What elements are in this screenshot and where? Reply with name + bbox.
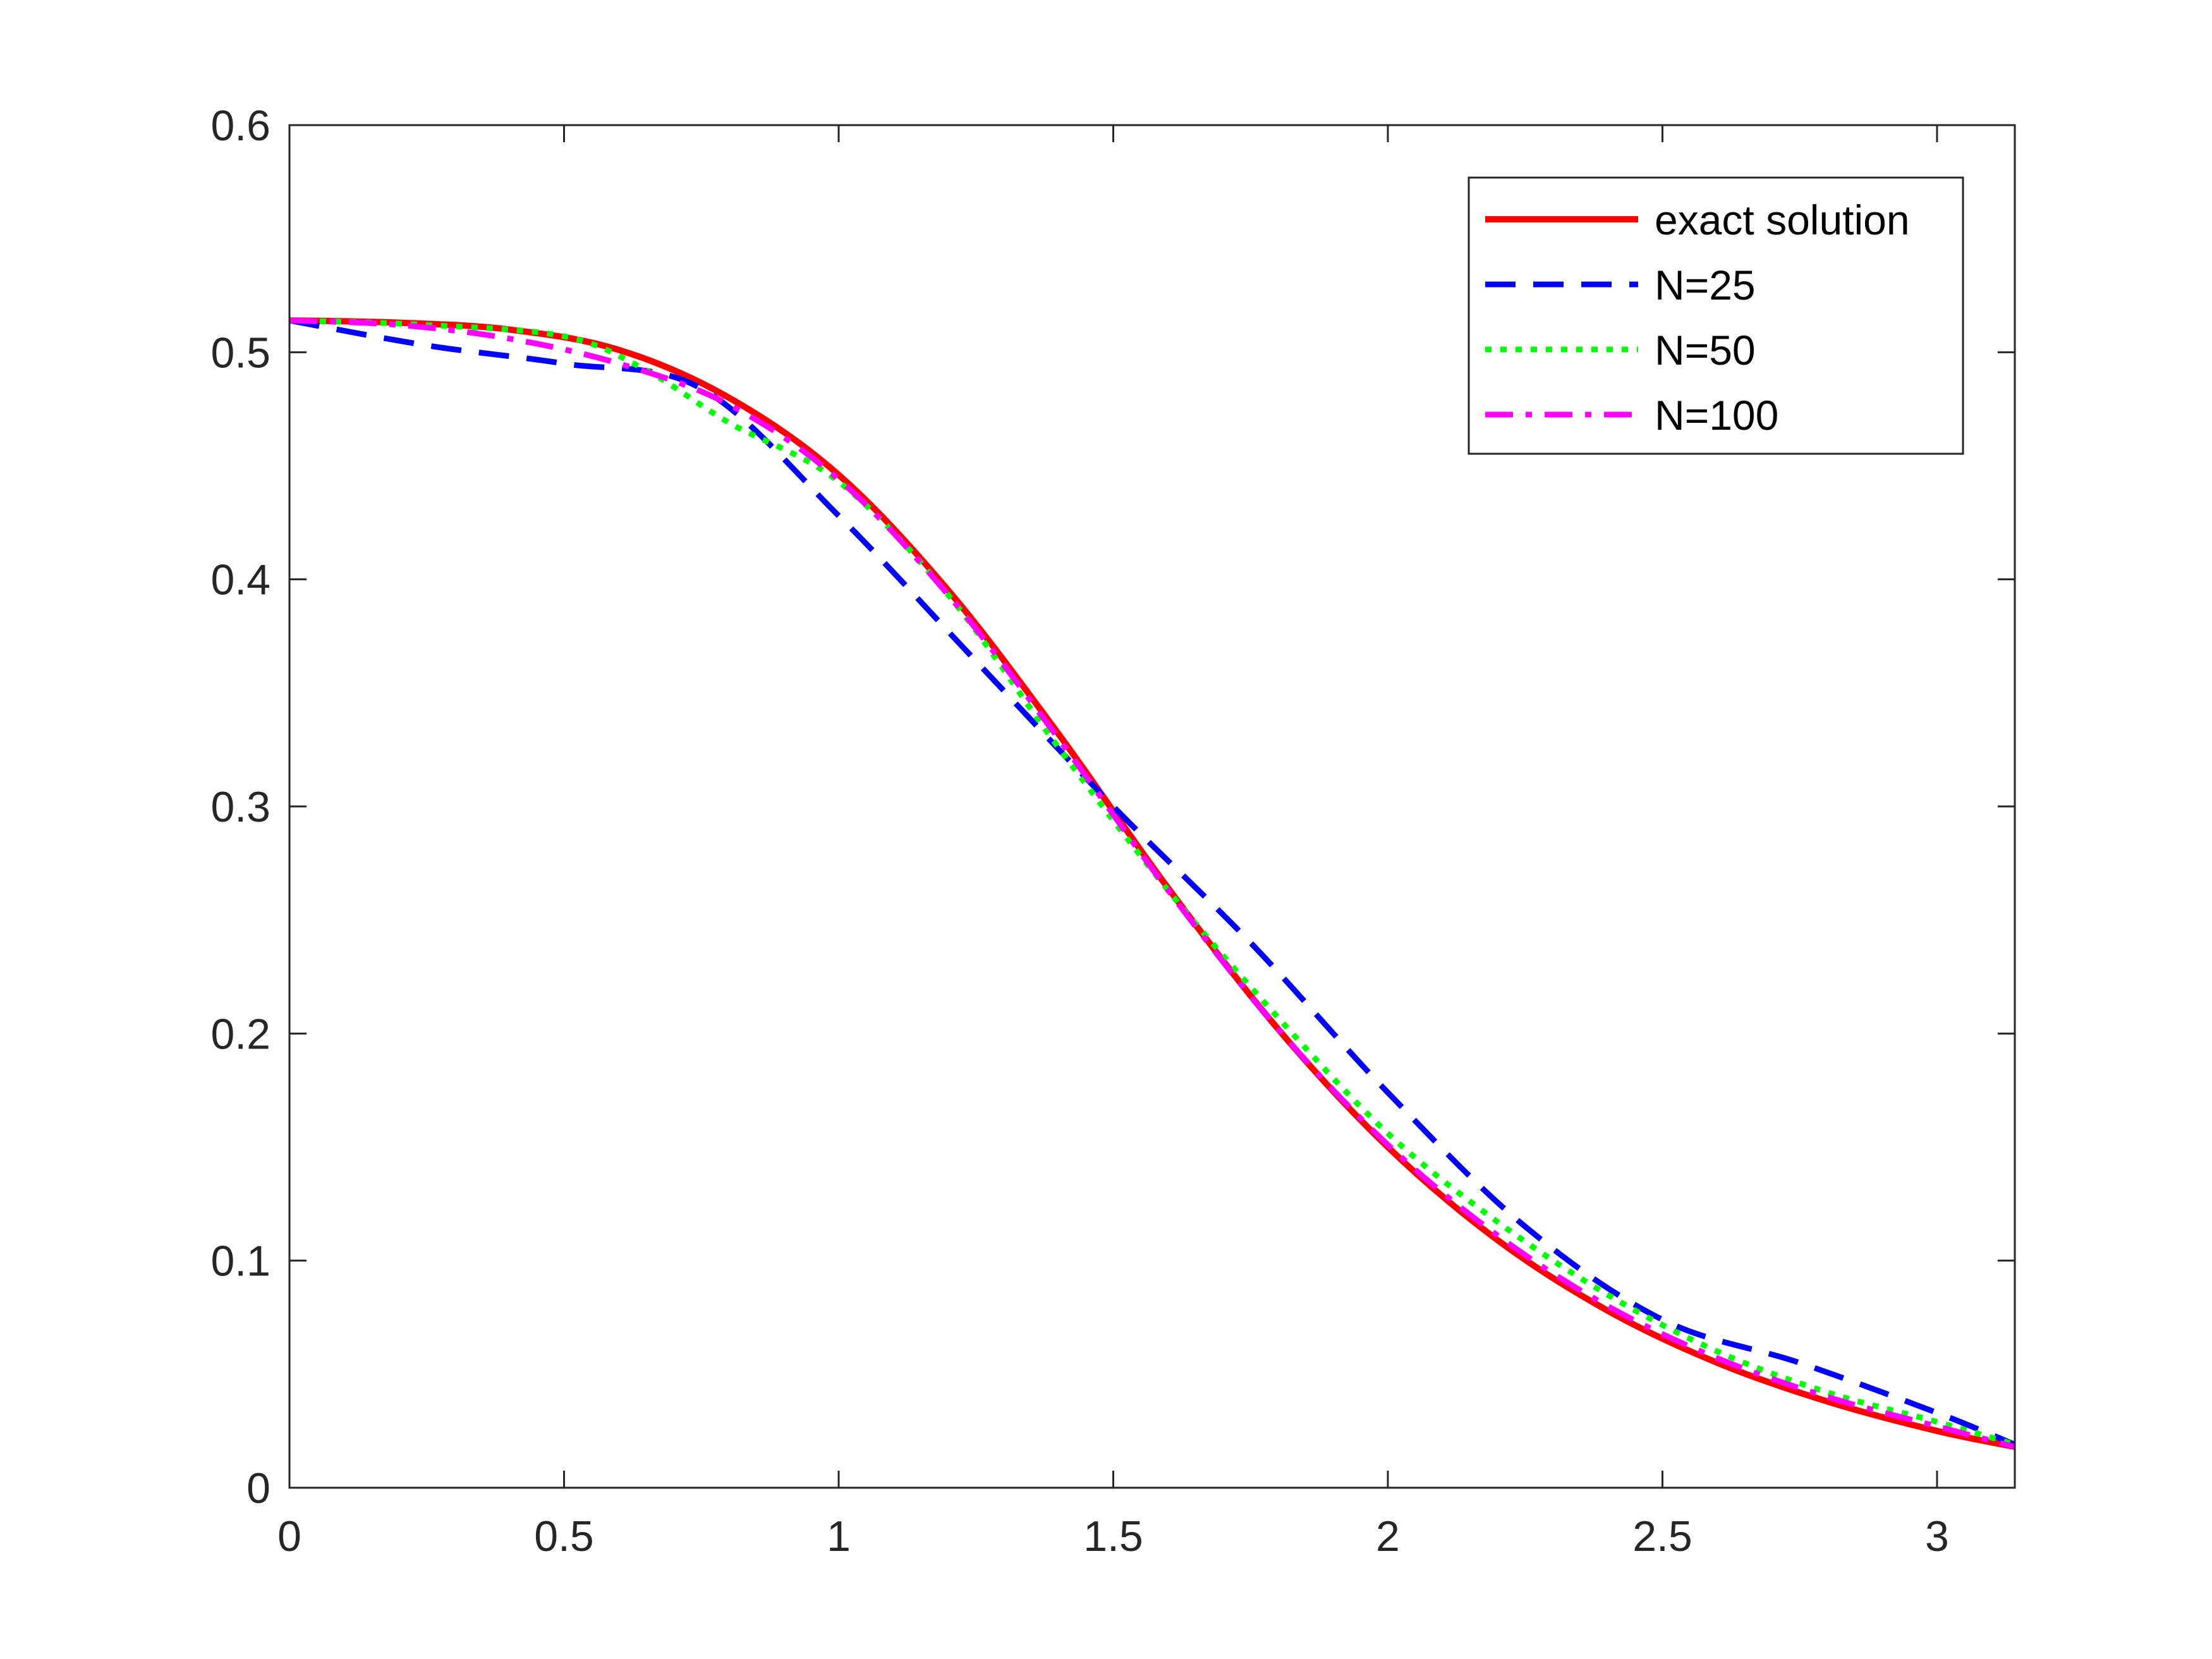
series-line-n-50 [289,317,2015,1448]
x-tick-label: 1 [827,1512,851,1560]
x-tick-label: 2.5 [1632,1512,1692,1560]
legend-box [1468,176,1964,455]
x-tick-label: 0 [277,1512,301,1560]
series-line-exact-solution [289,317,2015,1450]
y-tick-label: 0.2 [210,1010,270,1058]
x-tick-labels: 0 0.5 1 1.5 2 2.5 3 [277,1512,1949,1560]
y-tick-label: 0.1 [210,1237,270,1285]
legend-label-exact-solution: exact solution [1655,197,1910,243]
legend-label-n-25: N=25 [1655,262,1756,308]
series-layer [289,317,2015,1450]
y-tick-label: 0.5 [210,329,270,377]
x-tick-label: 1.5 [1083,1512,1143,1560]
legend-label-n-100: N=100 [1655,392,1778,439]
series-line-n-100 [289,317,2015,1450]
legend-label-n-50: N=50 [1655,327,1756,374]
y-tick-labels: 0 0.1 0.2 0.3 0.4 0.5 0.6 [210,102,270,1512]
x-tick-label: 0.5 [534,1512,594,1560]
x-tick-label: 2 [1376,1512,1400,1560]
y-tick-label: 0.6 [210,102,270,150]
series-line-n-25 [289,317,2015,1447]
x-tick-label: 3 [1925,1512,1949,1560]
ticks-layer [288,124,2015,1489]
legend: exact solution N=25 N=50 N=100 [1468,176,1964,455]
y-tick-label: 0.3 [210,783,270,831]
y-tick-label: 0.4 [210,556,270,604]
y-tick-label: 0 [246,1464,270,1512]
